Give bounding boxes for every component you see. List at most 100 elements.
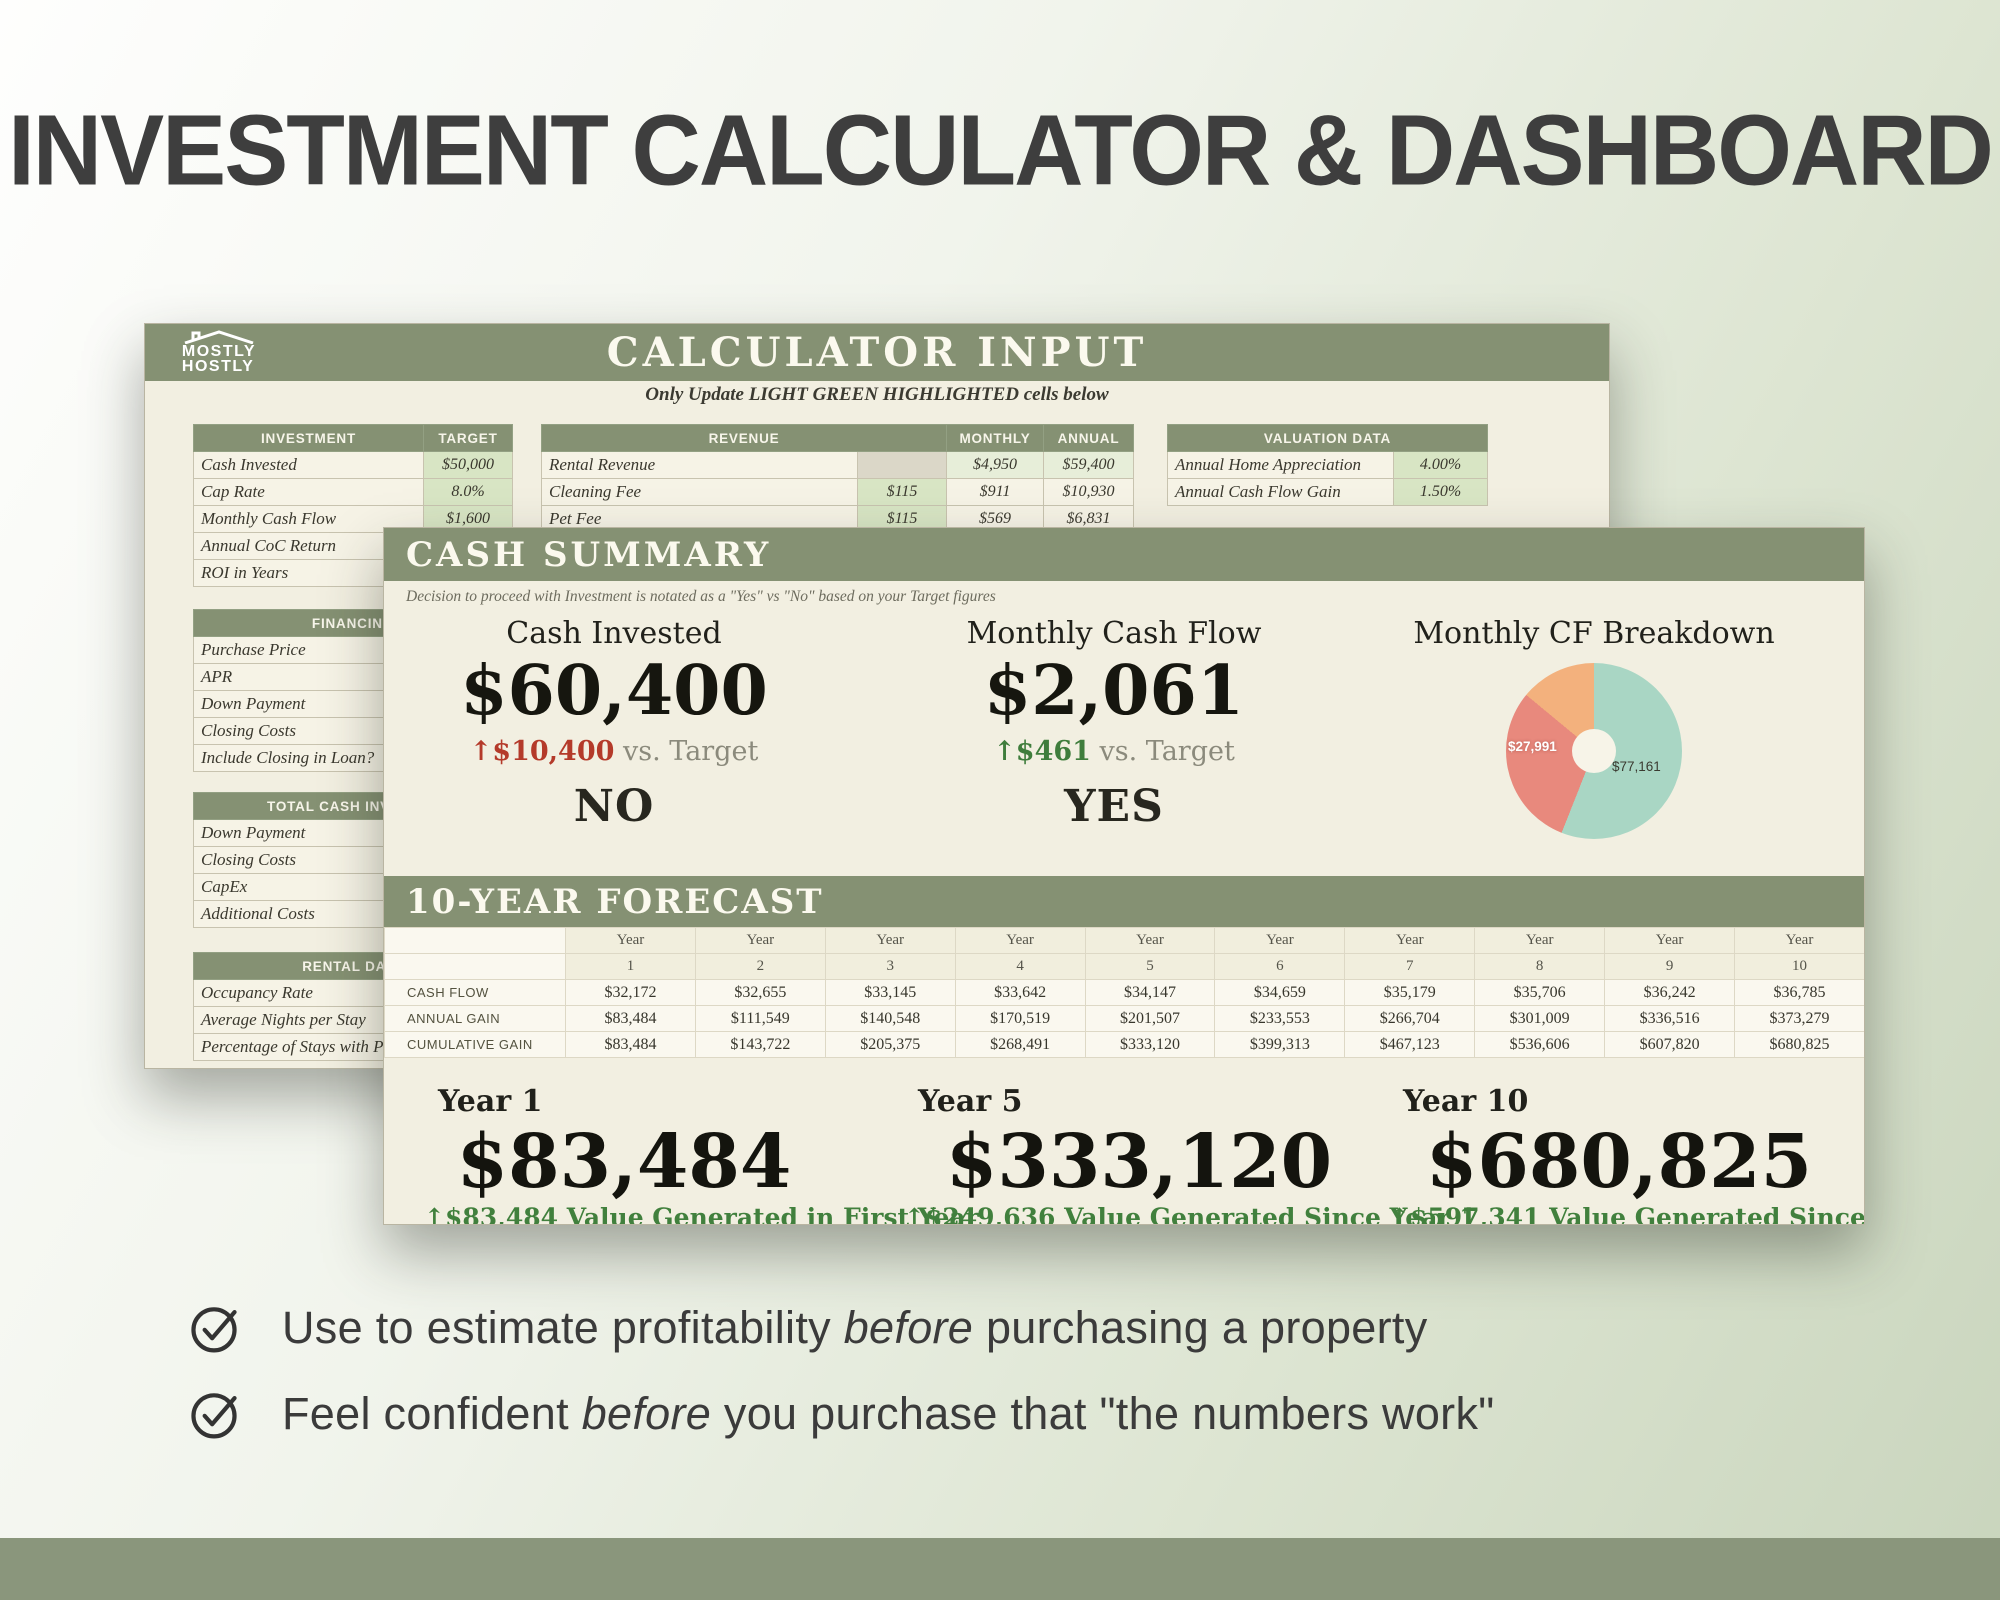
cell-value: $36,242	[1604, 979, 1736, 1006]
input-cell[interactable]: $50,000	[423, 451, 513, 479]
bullet-text-post: you purchase that "the numbers work"	[711, 1388, 1495, 1439]
year-header: Year	[1214, 927, 1346, 954]
cash-summary-header: CASH SUMMARY	[384, 528, 1864, 581]
row-label: CASH FLOW	[384, 979, 566, 1006]
year-number: 7	[1344, 953, 1476, 980]
corner-cell	[384, 953, 566, 980]
forecast-table: Year Year Year Year Year Year Year Year …	[384, 927, 1864, 1058]
bullet-text-pre: Feel confident	[282, 1388, 582, 1439]
year-number: 2	[694, 953, 826, 980]
metric-delta: ↑$461 vs. Target	[904, 736, 1324, 767]
page-title: INVESTMENT CALCULATOR & DASHBOARD	[8, 94, 1994, 207]
highlight-value: $680,825	[1425, 1119, 1813, 1205]
cell-value: $680,825	[1734, 1031, 1864, 1058]
update-note: Only Update LIGHT GREEN HIGHLIGHTED cell…	[645, 384, 1109, 405]
year-10-highlight: Year 10 $680,825 ↑$597,341 Value Generat…	[1389, 1084, 1864, 1224]
cell-value: $268,491	[954, 1031, 1086, 1058]
forecast-title: 10-YEAR FORECAST	[406, 881, 824, 922]
row-label: Annual Home Appreciation	[1167, 451, 1394, 479]
cell-value: $201,507	[1084, 1005, 1216, 1032]
logo-line-1: MOSTLY	[181, 343, 257, 360]
slice-label: $27,991	[1508, 739, 1557, 754]
year-number: 3	[824, 953, 956, 980]
metric-label: Monthly Cash Flow	[966, 616, 1262, 651]
input-cell	[857, 451, 947, 479]
metric-value: $60,400	[460, 651, 768, 731]
cell-value: $83,484	[565, 1005, 696, 1032]
year-header: Year	[694, 927, 826, 954]
bullet-item: Feel confident before you purchase that …	[186, 1386, 1495, 1442]
table-row: Annual Cash Flow Gain 1.50%	[1167, 478, 1488, 506]
table-row: CUMULATIVE GAIN $83,484 $143,722 $205,37…	[384, 1031, 1864, 1058]
cell-value: $140,548	[824, 1005, 956, 1032]
cell-value: $34,147	[1084, 979, 1216, 1006]
cell-value: $266,704	[1344, 1005, 1476, 1032]
highlight-year-label: Year 5	[918, 1084, 1023, 1119]
row-label: Cap Rate	[193, 478, 424, 506]
decision-badge: NO	[573, 781, 655, 833]
input-cell[interactable]: 4.00%	[1393, 451, 1488, 479]
highlight-year-label: Year 1	[438, 1084, 543, 1119]
bullet-item: Use to estimate profitability before pur…	[186, 1300, 1495, 1356]
investment-header: INVESTMENT	[193, 424, 424, 452]
monthly-cash-flow-metric: Monthly Cash Flow $2,061 ↑$461 vs. Targe…	[904, 616, 1324, 832]
year-header: Year	[954, 927, 1086, 954]
highlight-year-label: Year 10	[1403, 1084, 1529, 1119]
bullet-text: Use to estimate profitability before pur…	[282, 1302, 1428, 1354]
input-cell[interactable]: 8.0%	[423, 478, 513, 506]
valuation-header: VALUATION DATA	[1167, 424, 1488, 452]
row-label: CUMULATIVE GAIN	[384, 1031, 566, 1058]
bullet-text: Feel confident before you purchase that …	[282, 1388, 1495, 1440]
input-cell[interactable]: $115	[857, 478, 947, 506]
calculator-input-header: MOSTLY HOSTLY CALCULATOR INPUT	[145, 324, 1609, 381]
highlight-value: $83,484	[456, 1119, 792, 1205]
cell-value: $143,722	[694, 1031, 826, 1058]
calculator-input-title: CALCULATOR INPUT	[606, 329, 1148, 376]
checkmark-circle-icon	[191, 1307, 237, 1353]
table-row: Cleaning Fee $115 $911 $10,930	[541, 478, 1134, 506]
cell-value: $111,549	[694, 1005, 826, 1032]
revenue-header: REVENUE	[541, 424, 947, 452]
year-header: Year	[824, 927, 956, 954]
table-row: Year Year Year Year Year Year Year Year …	[384, 927, 1864, 954]
cell-value: $32,655	[694, 979, 826, 1006]
year-number: 10	[1734, 953, 1864, 980]
cell-value: $36,785	[1734, 979, 1864, 1006]
input-cell[interactable]: 1.50%	[1393, 478, 1488, 506]
bullet-text-pre: Use to estimate profitability	[282, 1302, 844, 1353]
table-row: ANNUAL GAIN $83,484 $111,549 $140,548 $1…	[384, 1005, 1864, 1032]
year-number: 4	[954, 953, 1086, 980]
cf-donut-wrap: $27,991 $77,161	[1506, 663, 1682, 839]
cell-value: $83,484	[565, 1031, 696, 1058]
year-header: Year	[1604, 927, 1736, 954]
benefit-bullets: Use to estimate profitability before pur…	[186, 1300, 1495, 1472]
highlight-value: $333,120	[945, 1119, 1333, 1205]
table-row: Annual Home Appreciation 4.00%	[1167, 451, 1488, 479]
revenue-table: REVENUE MONTHLY ANNUAL Rental Revenue $4…	[541, 424, 1134, 533]
table-row: 1 2 3 4 5 6 7 8 9 10	[384, 953, 1864, 980]
bullet-text-em: before	[843, 1302, 974, 1353]
cell-value: $233,553	[1214, 1005, 1346, 1032]
cf-breakdown-title: Monthly CF Breakdown	[1413, 616, 1775, 651]
year-5-highlight: Year 5 $333,120 ↑$249,636 Value Generate…	[904, 1084, 1477, 1224]
house-icon	[184, 330, 254, 344]
value-cell: $911	[946, 478, 1044, 506]
bullet-text-em: before	[581, 1388, 712, 1439]
cash-summary-sheet: CASH SUMMARY Decision to proceed with In…	[383, 527, 1865, 1225]
slice-label: $77,161	[1612, 759, 1661, 774]
summary-metrics: Cash Invested $60,400 ↑$10,400 vs. Targe…	[384, 616, 1864, 876]
metric-value: $2,061	[983, 651, 1245, 731]
decision-badge: YES	[1064, 781, 1164, 833]
delta-suffix: vs. Target	[1090, 736, 1235, 768]
cell-value: $399,313	[1214, 1031, 1346, 1058]
corner-cell	[384, 927, 566, 954]
table-row: Rental Revenue $4,950 $59,400	[541, 451, 1134, 479]
metric-label: Cash Invested	[506, 616, 722, 651]
target-header: TARGET	[423, 424, 513, 452]
year-header: Year	[1734, 927, 1864, 954]
row-label: Cash Invested	[193, 451, 424, 479]
checkmark-circle-icon	[191, 1393, 237, 1439]
year-number: 8	[1474, 953, 1606, 980]
cell-value: $33,145	[824, 979, 956, 1006]
